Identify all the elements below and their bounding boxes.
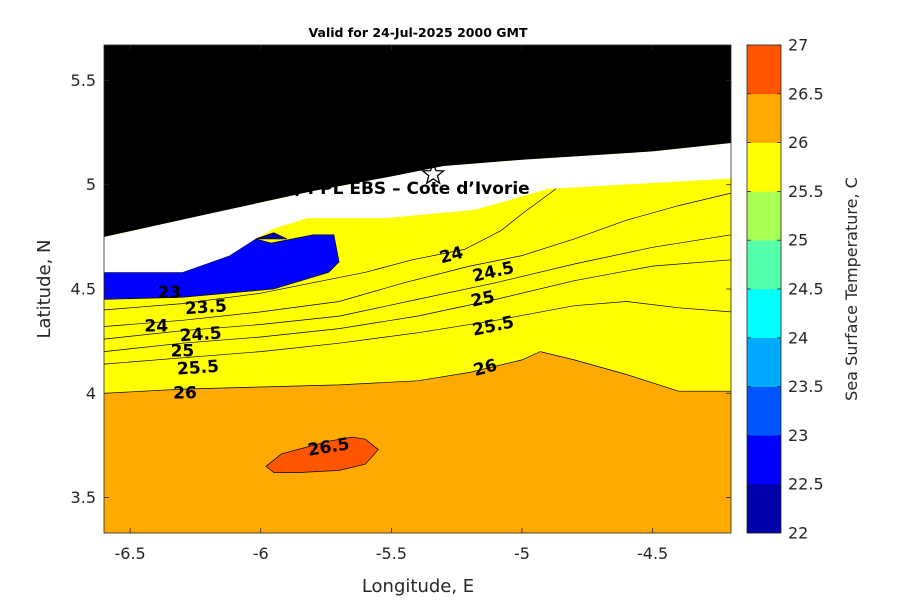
contour-line-25.5 <box>104 301 731 365</box>
y-tick-label-2: 4.5 <box>71 280 96 299</box>
x-tick-label-2: -5.5 <box>376 544 407 563</box>
contour-label-6: 26 <box>173 383 197 403</box>
site-label: A (ONHYM) PPL EBS – Cote d’Ivorie <box>195 179 530 199</box>
colorbar-label: Sea Surface Temperature, C <box>842 177 861 401</box>
colorbar-tick-label-6: 25 <box>788 231 808 250</box>
chart-title: Valid for 24-Jul-2025 2000 GMT <box>309 25 528 40</box>
patch-26.5-27 <box>265 436 379 473</box>
contour-label-0: 23 <box>157 283 181 303</box>
contour-line-26 <box>104 351 731 394</box>
colorbar-swatch-26.5 <box>747 45 781 95</box>
x-tick-label-3: -5 <box>514 544 530 563</box>
contour-line-25 <box>104 259 731 352</box>
contour-label-3: 24.5 <box>179 323 222 346</box>
contour-label-1: 23.5 <box>184 296 227 319</box>
patch-22-22.5 <box>255 232 288 240</box>
colorbar-swatch-25 <box>747 191 781 241</box>
colorbar-swatch-26 <box>747 93 781 143</box>
y-axis-label: Latitude, N <box>34 240 55 339</box>
colorbar-swatch-24.5 <box>747 240 781 290</box>
contour-line-23.5 <box>104 188 557 311</box>
colorbar-tick-label-2: 23 <box>788 426 808 445</box>
y-tick-label-4: 5.5 <box>71 71 96 90</box>
contour-line-24.5 <box>104 234 731 340</box>
colorbar-tick-label-10: 27 <box>788 36 808 55</box>
y-tick-label-0: 3.5 <box>71 488 96 507</box>
colorbar-swatch-24 <box>747 289 781 339</box>
land-mass <box>104 45 731 237</box>
y-tick-label-3: 5 <box>86 175 96 194</box>
colorbar-tick-label-5: 24.5 <box>788 280 824 299</box>
colorbar-swatch-23 <box>747 386 781 436</box>
colorbar-swatch-22 <box>747 484 781 534</box>
colorbar-tick-label-0: 22 <box>788 524 808 543</box>
contour-label-4: 25 <box>171 342 195 362</box>
colorbar-tick-label-7: 25.5 <box>788 182 824 201</box>
y-tick-label-1: 4 <box>86 384 96 403</box>
colorbar-tick-label-8: 26 <box>788 133 808 152</box>
colorbar-tick-label-4: 24 <box>788 328 808 347</box>
contour-label-5: 25.5 <box>176 357 219 380</box>
nodata-strip <box>104 143 731 273</box>
colorbar-swatch-22.5 <box>747 435 781 485</box>
x-axis-label: Longitude, E <box>362 576 474 597</box>
contour-label-9: 25 <box>469 287 496 311</box>
colorbar-tick-label-1: 22.5 <box>788 475 824 494</box>
colorbar-swatch-25.5 <box>747 142 781 192</box>
colorbar-swatch-23.5 <box>747 337 781 387</box>
contour-label-2: 24 <box>144 317 168 337</box>
x-tick-label-1: -6 <box>253 544 269 563</box>
contour-line-24 <box>104 192 731 327</box>
site-star-marker <box>420 161 446 185</box>
x-tick-label-4: -4.5 <box>637 544 668 563</box>
colorbar-tick-label-9: 26.5 <box>788 84 824 103</box>
x-tick-label-0: -6.5 <box>115 544 146 563</box>
colorbar-tick-label-3: 23.5 <box>788 377 824 396</box>
